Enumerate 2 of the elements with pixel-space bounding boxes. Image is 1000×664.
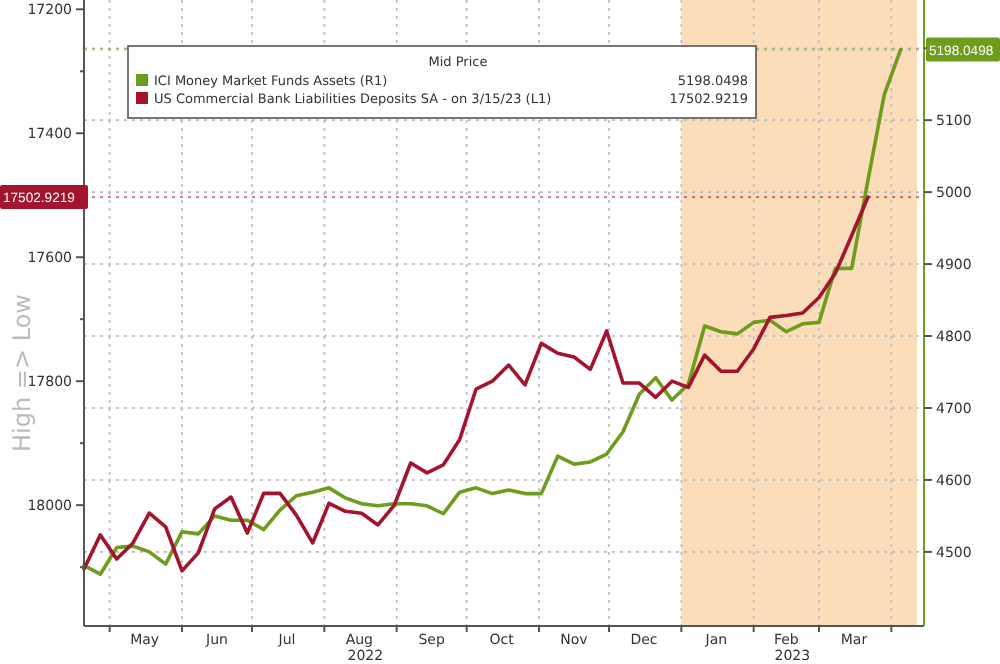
line-series (82, 47, 903, 576)
line-series (82, 195, 870, 573)
